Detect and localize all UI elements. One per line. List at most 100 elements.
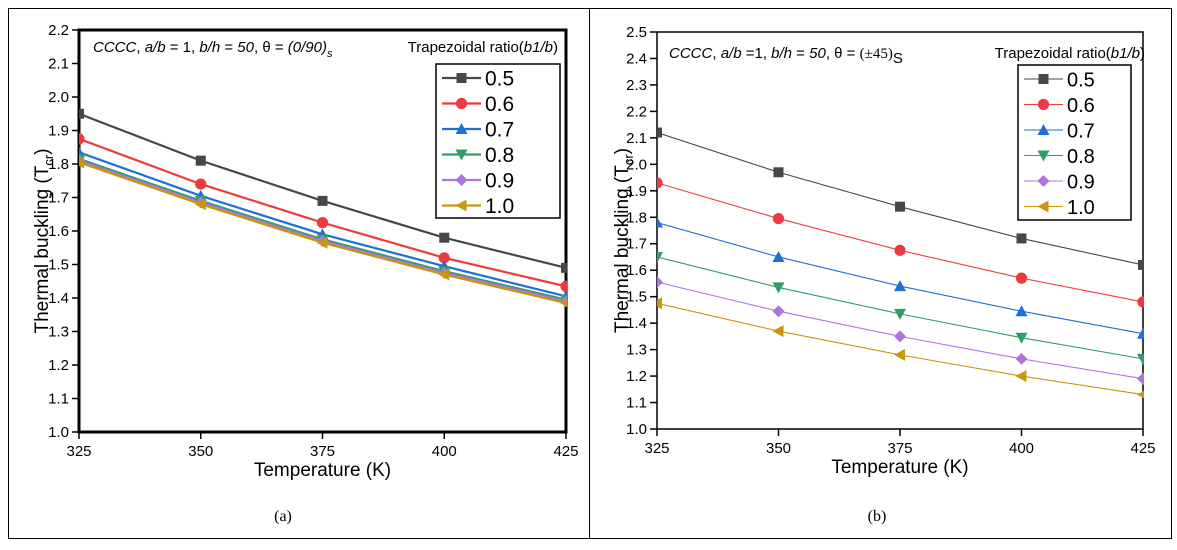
legend-title: Trapezoidal ratio(b1/b) [408, 39, 558, 56]
legend-label: 1.0 [1067, 197, 1095, 219]
data-point [79, 108, 84, 119]
legend-marker-square-icon [456, 73, 467, 83]
y-tick-label: 2.2 [626, 103, 647, 120]
legend-label: 0.7 [485, 119, 514, 142]
data-point [560, 299, 567, 307]
legend-box [435, 63, 561, 219]
data-point [1015, 370, 1027, 383]
data-point [772, 305, 785, 318]
y-tick-label: 1.4 [626, 315, 647, 332]
legend-label: 0.9 [1067, 172, 1095, 194]
legend-marker-circle-icon [1037, 98, 1050, 111]
x-tick-label: 375 [887, 440, 912, 457]
legend-label: 0.8 [485, 144, 514, 167]
y-tick-label: 2.2 [48, 22, 69, 39]
data-point [657, 127, 662, 138]
legend-label: 0.7 [1067, 121, 1095, 143]
legend-marker-triangle-left-icon [455, 199, 467, 212]
data-point [895, 201, 905, 212]
legend-entry: 0.8 [1024, 146, 1095, 168]
panel-caption: (a) [274, 508, 292, 525]
legend-box [1017, 64, 1132, 221]
y-tick-label: 2.0 [48, 89, 69, 106]
y-tick-label: 1.2 [626, 368, 647, 385]
data-point [79, 156, 84, 169]
y-tick-label: 1.9 [626, 183, 647, 200]
data-point [1015, 332, 1028, 344]
plot-annotation: CCCC, a/b =1, b/h = 50, θ = (±45)S [669, 45, 903, 67]
y-tick-label: 1.2 [48, 357, 69, 374]
y-tick-label: 1.0 [626, 421, 647, 438]
legend-label: 0.8 [1067, 146, 1095, 168]
data-point [1137, 390, 1144, 399]
legend-title: Trapezoidal ratio(b1/b) [995, 45, 1145, 62]
series-0.6 [657, 177, 1144, 308]
y-tick-label: 1.7 [626, 236, 647, 253]
data-point [194, 198, 206, 211]
data-point [1138, 259, 1144, 270]
legend: 0.50.6 0.70.8 0.91.0 [435, 63, 561, 219]
series-0.5 [657, 127, 1144, 270]
legend-entry: 1.0 [442, 195, 514, 218]
panel-caption: (b) [868, 508, 887, 525]
series-0.8 [657, 251, 1144, 365]
y-tick-label: 1.9 [48, 123, 69, 140]
data-point [1015, 272, 1028, 284]
legend-entry: 0.6 [1024, 95, 1095, 117]
y-axis-label: Thermal buckling (Tcr) [32, 148, 56, 333]
data-point [1016, 233, 1027, 244]
series-line [657, 256, 1144, 360]
data-point [894, 280, 906, 292]
data-point [1015, 305, 1028, 317]
data-point [657, 177, 663, 189]
y-tick-label: 2.0 [626, 156, 647, 173]
y-tick-label: 1.6 [626, 262, 647, 279]
data-point [1137, 372, 1144, 385]
data-point [438, 252, 450, 264]
data-point [772, 250, 785, 262]
data-point [438, 268, 450, 281]
y-tick-label: 1.6 [48, 223, 69, 240]
x-tick-label: 350 [766, 440, 791, 457]
data-point [657, 251, 663, 263]
legend: 0.5 0.6 0.7 0.8 0.9 1.0 [1017, 64, 1132, 221]
data-point [560, 280, 567, 292]
data-point [316, 236, 328, 249]
data-point [772, 212, 785, 225]
legend-entry: 0.6 [442, 93, 514, 116]
legend-entry: 0.7 [1024, 121, 1095, 143]
legend-label: 0.5 [485, 68, 514, 91]
legend-marker-triangle-down-icon [455, 149, 468, 161]
data-point [894, 330, 906, 343]
series-1.0 [79, 156, 567, 307]
y-tick-label: 1.5 [48, 257, 69, 274]
data-point [772, 282, 785, 294]
data-point [657, 276, 663, 289]
plot-annotation: CCCC, a/b = 1, b/h = 50, θ = (0/90)s [93, 39, 333, 60]
data-point [1137, 296, 1144, 308]
data-point [561, 262, 567, 273]
legend-entry: 0.5 [1024, 70, 1095, 92]
y-tick-label: 1.0 [48, 424, 69, 441]
x-tick-label: 375 [310, 443, 335, 460]
data-point [316, 217, 329, 229]
data-point [772, 325, 784, 338]
x-tick-label: 425 [1130, 440, 1155, 457]
y-tick-label: 1.8 [626, 209, 647, 226]
x-tick-label: 425 [553, 443, 578, 460]
y-tick-label: 2.1 [48, 56, 69, 73]
legend-entry: 1.0 [1024, 197, 1095, 219]
legend-marker-diamond-icon [455, 174, 468, 186]
data-point [894, 348, 905, 361]
legend-entry: 0.9 [442, 170, 514, 193]
x-axis-label: Temperature (K) [831, 457, 968, 478]
legend-marker-circle-icon [455, 97, 468, 110]
x-tick-label: 400 [1009, 440, 1034, 457]
legend-marker-triangle-up-icon [455, 123, 468, 134]
y-tick-label: 1.3 [48, 324, 69, 341]
series-0.6 [79, 133, 567, 292]
y-axis-label: Thermal buckling (Tcr) [612, 148, 636, 333]
data-point [894, 308, 906, 320]
y-tick-label: 2.5 [626, 24, 647, 41]
